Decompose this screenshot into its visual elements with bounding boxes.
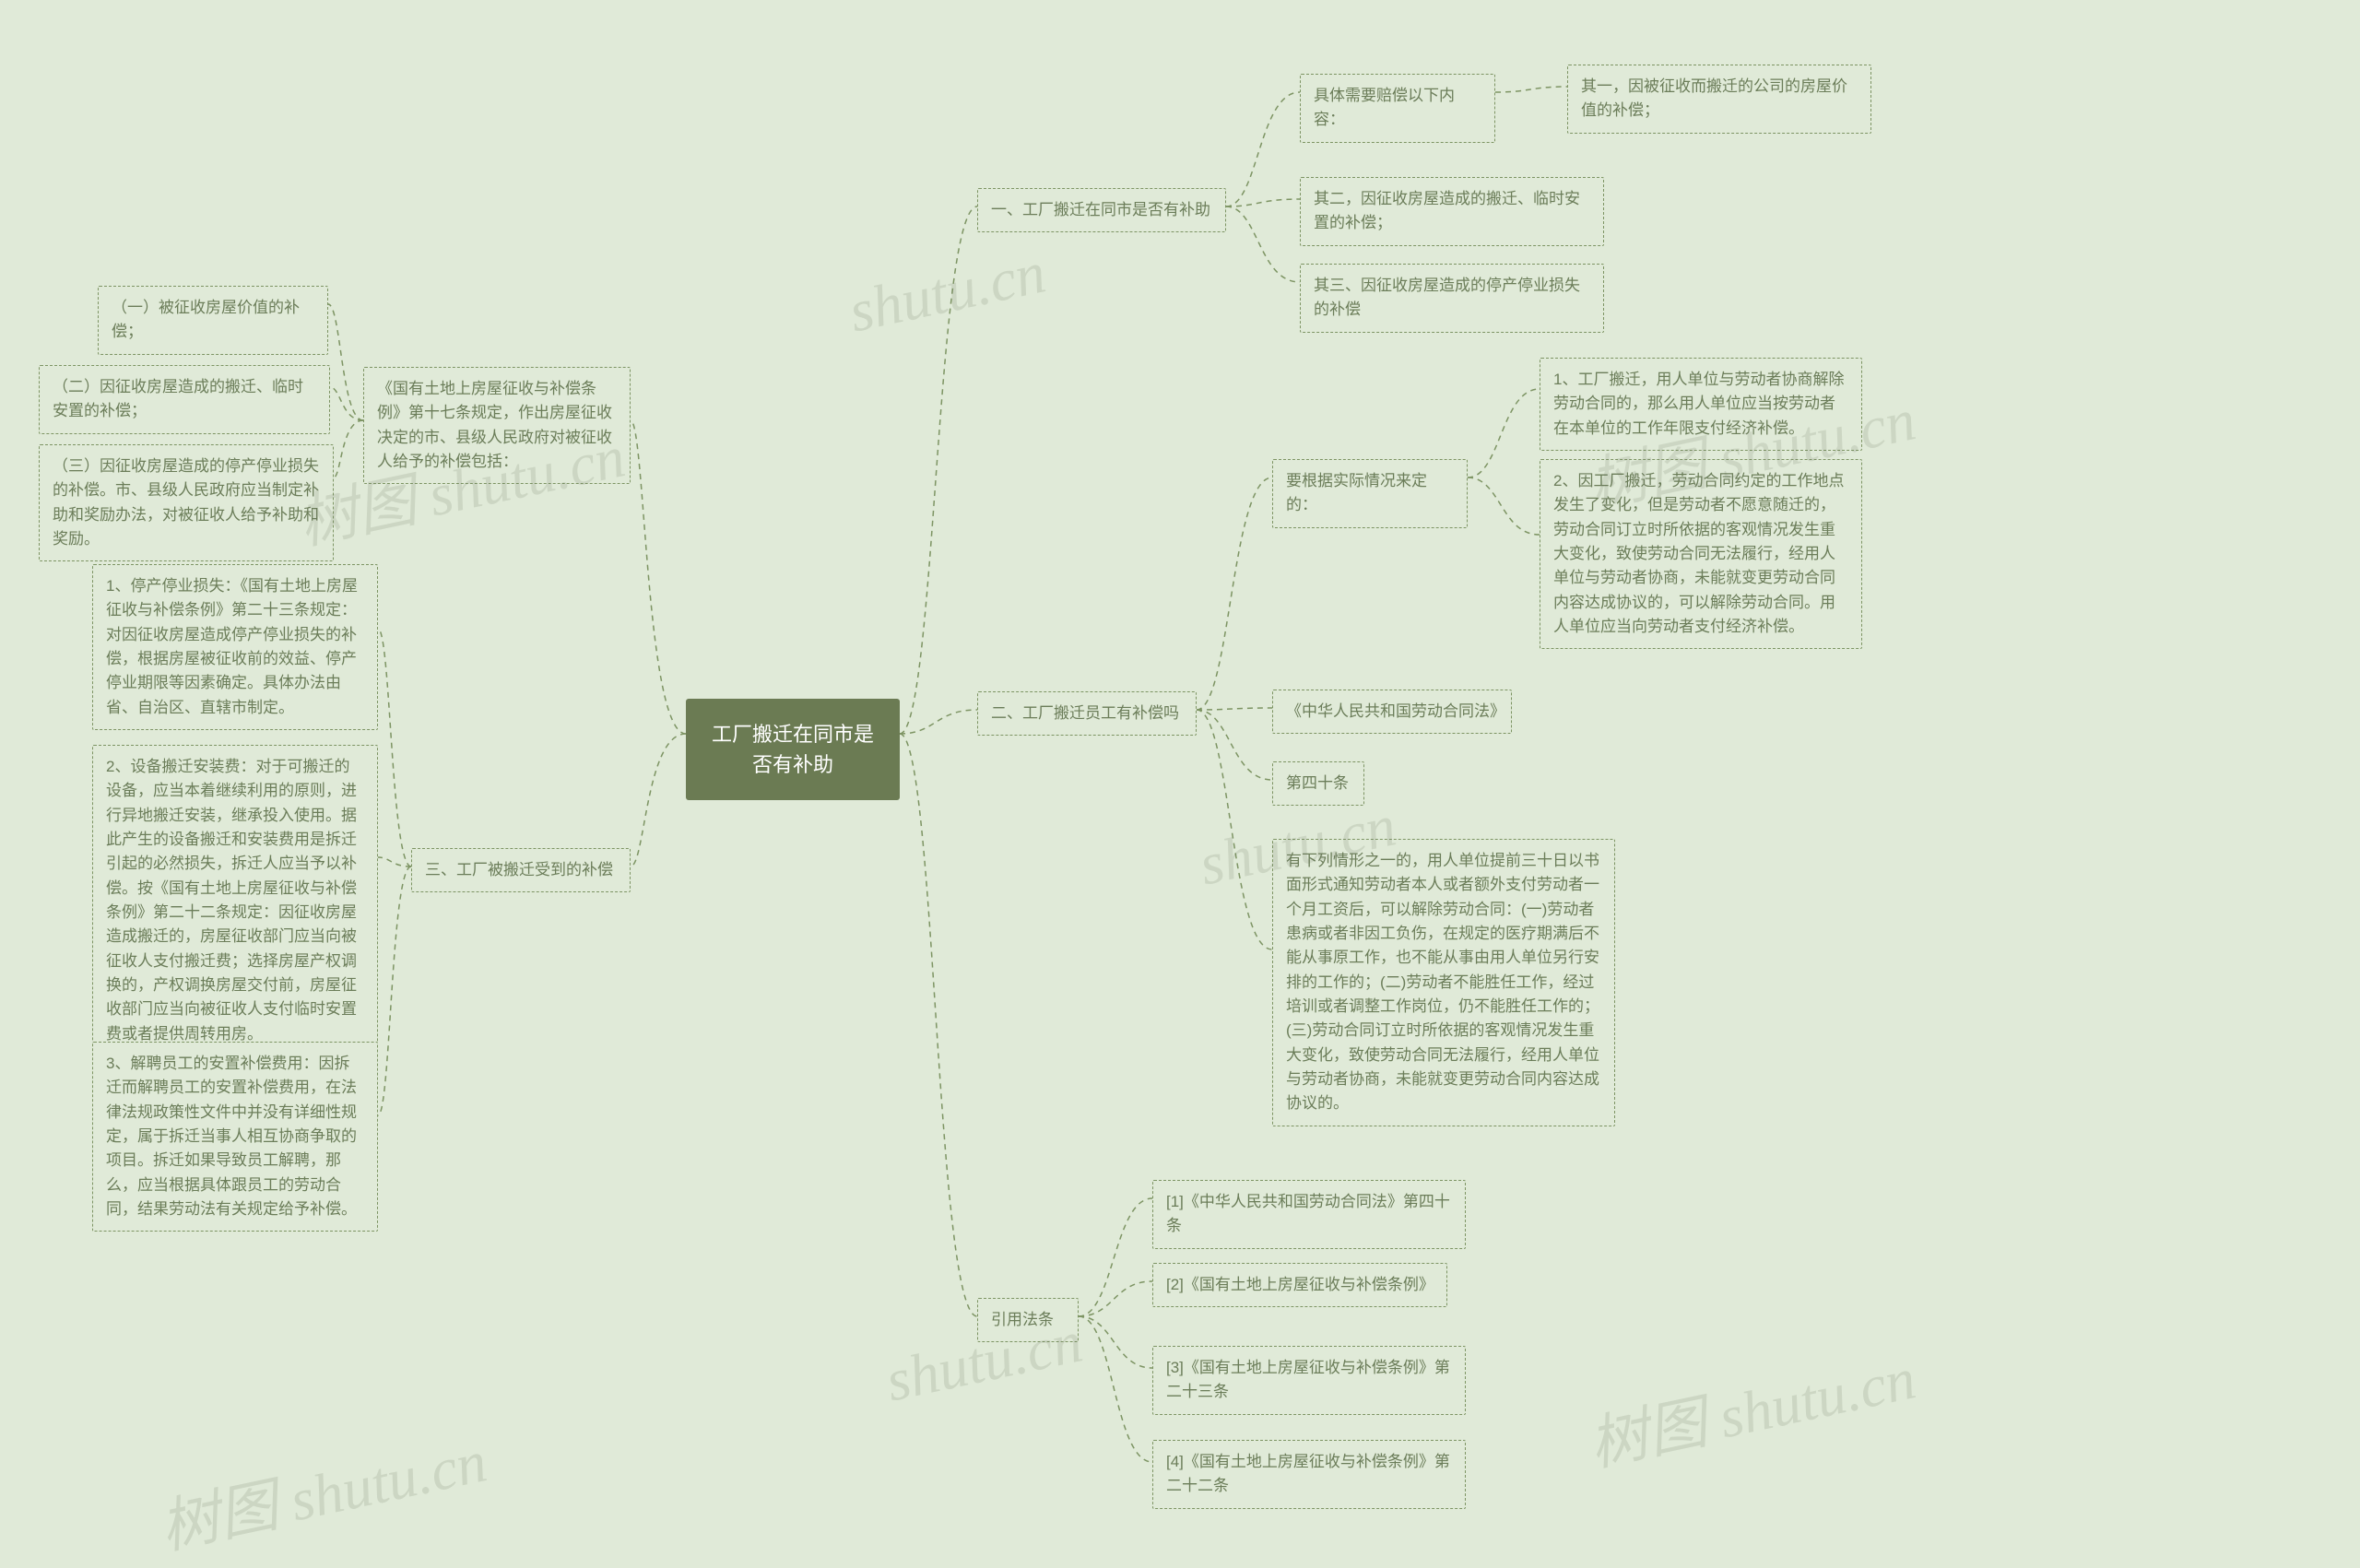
node-l-b1-c1: （一）被征收房屋价值的补偿； [98,286,328,355]
node-r-b3-c3: [3]《国有土地上房屋征收与补偿条例》第二十三条 [1152,1346,1466,1415]
label: 1、停产停业损失：《国有土地上房屋征收与补偿条例》第二十三条规定：对因征收房屋造… [106,577,358,716]
label: 3、解聘员工的安置补偿费用：因拆迁而解聘员工的安置补偿费用，在法律法规政策性文件… [106,1055,357,1218]
watermark: 树图 shutu.cn [151,1414,492,1566]
node-r-b1-c1: 具体需要赔偿以下内容： [1300,74,1495,143]
label: 其三、因征收房屋造成的停产停业损失的补偿 [1314,277,1580,318]
label: 二、工厂搬迁员工有补偿吗 [991,704,1179,722]
node-r-b3-c1: [1]《中华人民共和国劳动合同法》第四十条 [1152,1180,1466,1249]
node-l-b1-c2: （二）因征收房屋造成的搬迁、临时安置的补偿； [39,365,330,434]
label: [2]《国有土地上房屋征收与补偿条例》 [1166,1276,1434,1293]
node-r-b2-c4: 有下列情形之一的，用人单位提前三十日以书面形式通知劳动者本人或者额外支付劳动者一… [1272,839,1615,1126]
node-r-b1-c1-d1: 其一，因被征收而搬迁的公司的房屋价值的补偿； [1567,65,1871,134]
label: 《国有土地上房屋征收与补偿条例》第十七条规定，作出房屋征收决定的市、县级人民政府… [377,380,612,470]
label: （三）因征收房屋造成的停产停业损失的补偿。市、县级人民政府应当制定补助和奖励办法… [53,457,319,548]
node-r-b2-c2: 《中华人民共和国劳动合同法》 [1272,690,1512,734]
root-node: 工厂搬迁在同市是否有补助 [686,699,900,800]
node-l-b2: 三、工厂被搬迁受到的补偿 [411,848,631,892]
label: [1]《中华人民共和国劳动合同法》第四十条 [1166,1193,1450,1234]
label: 具体需要赔偿以下内容： [1314,87,1455,128]
node-l-b1: 《国有土地上房屋征收与补偿条例》第十七条规定，作出房屋征收决定的市、县级人民政府… [363,367,631,484]
node-r-b1-c2: 其二，因征收房屋造成的搬迁、临时安置的补偿； [1300,177,1604,246]
label: 第四十条 [1286,774,1349,792]
node-r-b3: 引用法条 [977,1298,1079,1342]
label: 2、设备搬迁安装费：对于可搬迁的设备，应当本着继续利用的原则，进行异地搬迁安装，… [106,758,357,1043]
label: 三、工厂被搬迁受到的补偿 [425,861,613,878]
label: 要根据实际情况来定的： [1286,472,1427,513]
label: （二）因征收房屋造成的搬迁、临时安置的补偿； [53,378,303,419]
watermark: 树图 shutu.cn [1580,1331,1921,1483]
label: 其二，因征收房屋造成的搬迁、临时安置的补偿； [1314,190,1580,231]
label: 2、因工厂搬迁，劳动合同约定的工作地点发生了变化，但是劳动者不愿意随迁的，劳动合… [1553,472,1844,635]
label: 1、工厂搬迁，用人单位与劳动者协商解除劳动合同的，那么用人单位应当按劳动者在本单… [1553,371,1844,437]
label: 有下列情形之一的，用人单位提前三十日以书面形式通知劳动者本人或者额外支付劳动者一… [1286,852,1599,1112]
node-l-b1-c3: （三）因征收房屋造成的停产停业损失的补偿。市、县级人民政府应当制定补助和奖励办法… [39,444,334,561]
label: 其一，因被征收而搬迁的公司的房屋价值的补偿； [1581,77,1847,119]
node-r-b2-c1-d1: 1、工厂搬迁，用人单位与劳动者协商解除劳动合同的，那么用人单位应当按劳动者在本单… [1540,358,1862,451]
node-r-b2: 二、工厂搬迁员工有补偿吗 [977,691,1197,736]
node-l-b2-c1: 1、停产停业损失：《国有土地上房屋征收与补偿条例》第二十三条规定：对因征收房屋造… [92,564,378,730]
label: [4]《国有土地上房屋征收与补偿条例》第二十二条 [1166,1453,1450,1494]
root-label: 工厂搬迁在同市是否有补助 [712,723,874,776]
node-r-b2-c1-d2: 2、因工厂搬迁，劳动合同约定的工作地点发生了变化，但是劳动者不愿意随迁的，劳动合… [1540,459,1862,649]
label: 引用法条 [991,1311,1054,1328]
node-l-b2-c2: 2、设备搬迁安装费：对于可搬迁的设备，应当本着继续利用的原则，进行异地搬迁安装，… [92,745,378,1056]
node-r-b1-c3: 其三、因征收房屋造成的停产停业损失的补偿 [1300,264,1604,333]
watermark: shutu.cn [844,238,1052,346]
node-r-b2-c1: 要根据实际情况来定的： [1272,459,1468,528]
node-r-b3-c4: [4]《国有土地上房屋征收与补偿条例》第二十二条 [1152,1440,1466,1509]
label: 一、工厂搬迁在同市是否有补助 [991,201,1210,218]
label: 《中华人民共和国劳动合同法》 [1286,702,1505,720]
node-r-b1: 一、工厂搬迁在同市是否有补助 [977,188,1226,232]
node-r-b2-c3: 第四十条 [1272,761,1364,806]
node-l-b2-c3: 3、解聘员工的安置补偿费用：因拆迁而解聘员工的安置补偿费用，在法律法规政策性文件… [92,1042,378,1232]
node-r-b3-c2: [2]《国有土地上房屋征收与补偿条例》 [1152,1263,1447,1307]
label: [3]《国有土地上房屋征收与补偿条例》第二十三条 [1166,1359,1450,1400]
label: （一）被征收房屋价值的补偿； [112,299,300,340]
